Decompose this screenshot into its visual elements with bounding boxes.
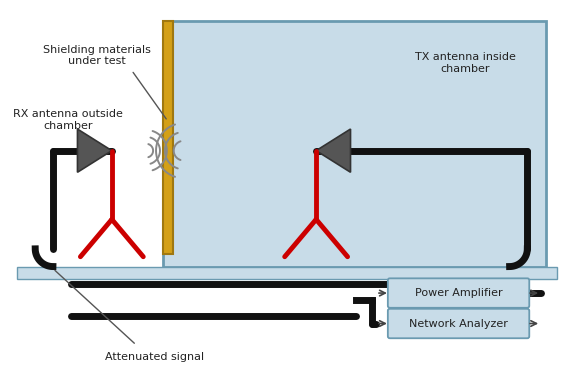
Polygon shape bbox=[316, 129, 350, 172]
Bar bbox=[163, 21, 173, 254]
Text: Network Analyzer: Network Analyzer bbox=[409, 319, 508, 329]
Text: Attenuated signal: Attenuated signal bbox=[104, 352, 204, 362]
Bar bbox=[163, 21, 546, 267]
FancyBboxPatch shape bbox=[388, 309, 529, 338]
Bar bbox=[16, 267, 557, 279]
Text: Shielding materials
under test: Shielding materials under test bbox=[43, 44, 151, 66]
Text: TX antenna inside
chamber: TX antenna inside chamber bbox=[415, 53, 516, 74]
Polygon shape bbox=[78, 129, 112, 172]
Text: RX antenna outside
chamber: RX antenna outside chamber bbox=[12, 109, 122, 131]
FancyBboxPatch shape bbox=[388, 278, 529, 308]
Text: Power Amplifier: Power Amplifier bbox=[414, 288, 502, 298]
